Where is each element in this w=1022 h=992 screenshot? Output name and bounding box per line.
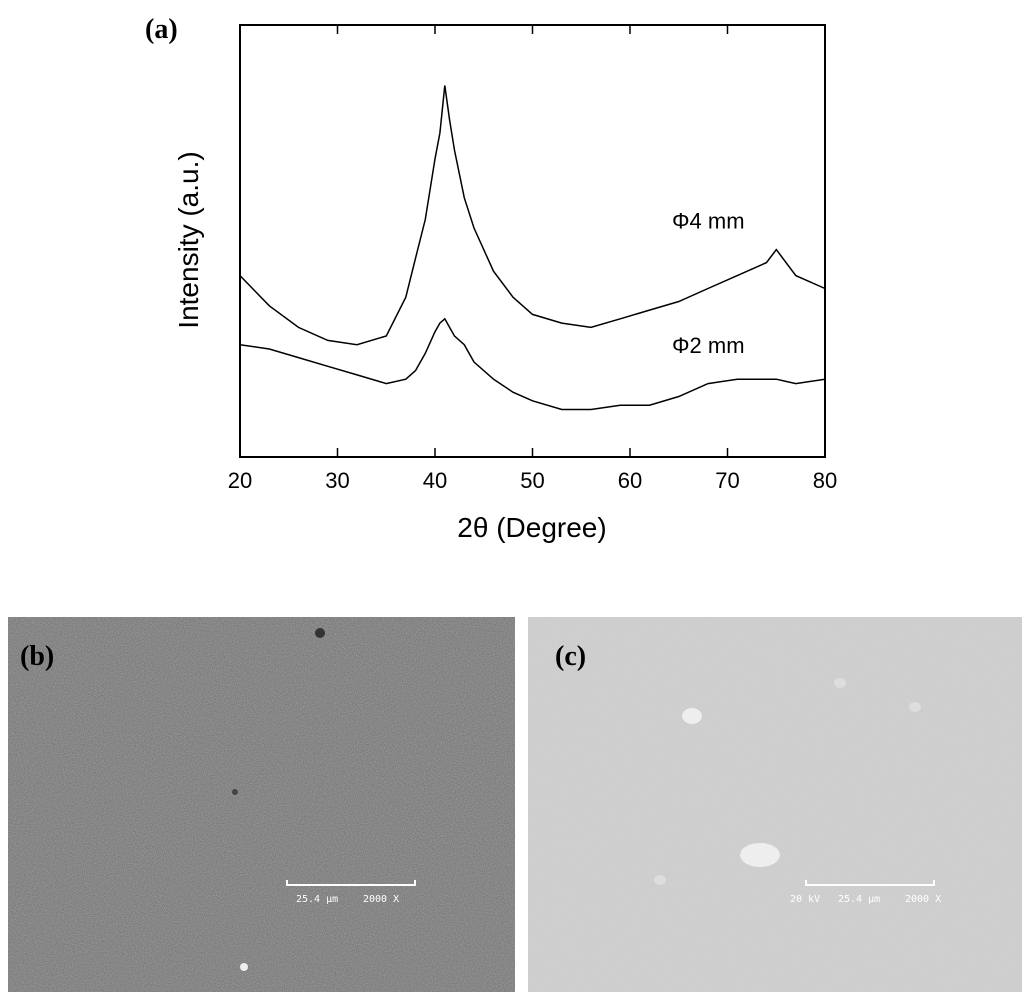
panel-label: (a) xyxy=(145,14,178,45)
plot-frame xyxy=(239,24,826,458)
x-axis-title: 2θ (Degree) xyxy=(457,512,606,543)
line-series xyxy=(239,85,826,346)
y-axis-title: Intensity (a.u.) xyxy=(173,151,204,328)
sem-image-c xyxy=(528,617,1022,992)
line-series xyxy=(239,317,826,411)
scale-text: 2000 X xyxy=(363,894,399,905)
x-tick-label: 30 xyxy=(325,468,349,493)
x-tick-label: 80 xyxy=(813,468,837,493)
scale-text: 25.4 µm xyxy=(296,894,338,905)
sem-image-b xyxy=(8,617,515,992)
panel-label: (c) xyxy=(555,641,586,672)
scale-text: 25.4 µm xyxy=(838,894,880,905)
x-tick-label: 70 xyxy=(715,468,739,493)
x-tick-label: 20 xyxy=(228,468,252,493)
series-label: Φ2 mm xyxy=(672,333,745,358)
panel-label: (b) xyxy=(20,641,54,672)
scale-text: 20 kV xyxy=(790,894,820,905)
scale-text: 2000 X xyxy=(905,894,941,905)
x-tick-label: 60 xyxy=(618,468,642,493)
series-label: Φ4 mm xyxy=(672,209,745,234)
x-tick-label: 40 xyxy=(423,468,447,493)
x-tick-label: 50 xyxy=(520,468,544,493)
